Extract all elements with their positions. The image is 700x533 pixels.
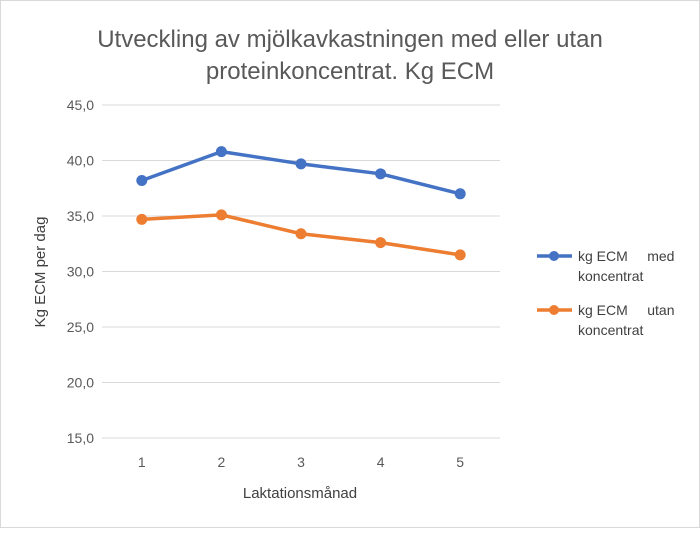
data-point	[136, 213, 148, 225]
y-tick-label: 20,0	[67, 375, 94, 391]
data-point	[454, 249, 466, 261]
legend-item-2: kg ECM utan koncentrat	[537, 302, 674, 338]
x-axis-label: Laktationsmånad	[243, 485, 357, 502]
chart-title-line-1: Utveckling av mjölkavkastningen med elle…	[97, 26, 603, 53]
y-tick-label: 35,0	[67, 208, 94, 224]
data-point	[375, 168, 387, 180]
legend-item-1: kg ECM med koncentrat	[537, 248, 674, 284]
data-point	[215, 209, 227, 221]
y-axis-label: Kg ECM per dag	[32, 217, 49, 328]
y-tick-label: 40,0	[67, 153, 94, 169]
legend-label: koncentrat	[578, 322, 643, 338]
y-tick-label: 15,0	[67, 430, 94, 446]
series-lines	[136, 146, 466, 261]
x-tick-label: 3	[297, 454, 305, 470]
x-tick-label: 2	[218, 454, 226, 470]
data-point	[295, 158, 307, 170]
legend-label: kg ECM utan	[578, 302, 674, 318]
data-point	[295, 228, 307, 240]
y-tick-label: 45,0	[67, 97, 94, 113]
y-tick-label: 30,0	[67, 264, 94, 280]
x-tick-label: 5	[456, 454, 464, 470]
legend-swatch-marker	[549, 305, 559, 315]
chart-title-line-2: proteinkoncentrat. Kg ECM	[206, 58, 494, 85]
legend: kg ECM med koncentrat kg ECM utan koncentra…	[537, 248, 674, 338]
y-axis-ticks: 15,0 20,0 25,0 30,0 35,0 40,0 45,0	[67, 97, 94, 446]
data-point	[136, 174, 148, 186]
legend-swatch-marker	[549, 251, 559, 261]
y-tick-label: 25,0	[67, 319, 94, 335]
data-point	[454, 188, 466, 200]
x-tick-label: 4	[377, 454, 385, 470]
legend-label: kg ECM med	[578, 248, 674, 264]
x-axis-ticks: 1 2 3 4 5	[138, 454, 464, 470]
x-tick-label: 1	[138, 454, 146, 470]
legend-label: koncentrat	[578, 268, 643, 284]
data-point	[375, 237, 387, 249]
data-point	[215, 146, 227, 158]
